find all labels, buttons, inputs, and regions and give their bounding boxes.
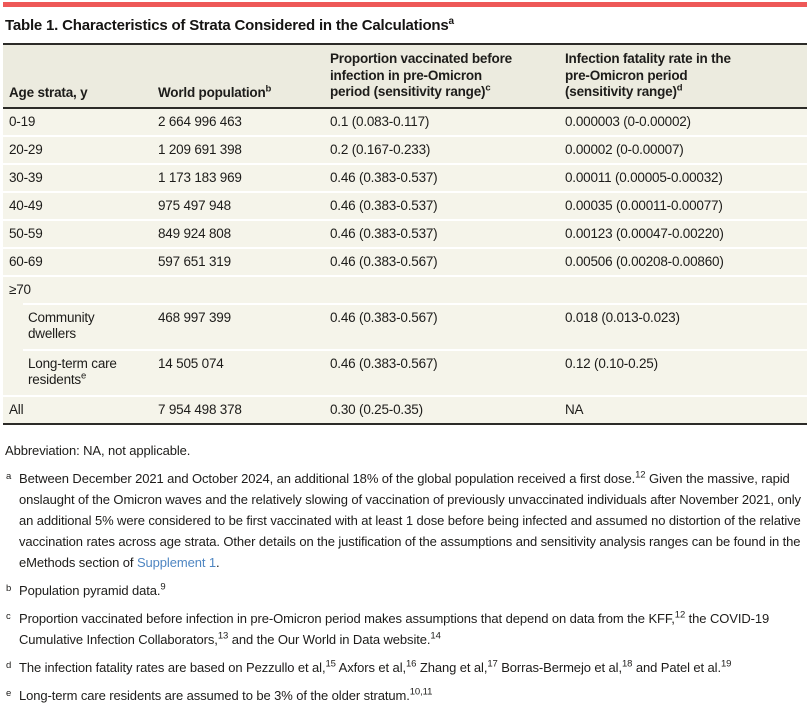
supplement-1-link[interactable]: Supplement 1	[136, 555, 216, 570]
footnote-text: Between December 2021 and October 2024, …	[19, 469, 801, 570]
cell-ifr: 0.00035 (0.00011-0.00077)	[565, 198, 723, 213]
cell-age: 30-39	[9, 170, 43, 185]
table-row-20-29: 20-29 1 209 691 398 0.2 (0.167-0.233) 0.…	[3, 137, 807, 163]
footnote-text: Proportion vaccinated before infection i…	[19, 609, 770, 647]
cell-population: 14 505 074	[158, 356, 224, 371]
cell-ifr: 0.00002 (0-0.00007)	[565, 142, 684, 157]
footnotes-section: Abbreviation: NA, not applicable. a Betw…	[3, 425, 807, 706]
cell-ifr: 0.00506 (0.00208-0.00860)	[565, 254, 724, 269]
row-divider-indented	[23, 303, 807, 305]
column-header-world-population: World populationb	[158, 83, 272, 100]
cell-vaccinated: 0.46 (0.383-0.567)	[330, 254, 438, 269]
cell-ifr: 0.018 (0.013-0.023)	[565, 310, 680, 325]
row-divider	[3, 247, 807, 249]
cell-age: 0-19	[9, 114, 36, 129]
table-header-row: Age strata, y World populationb Proporti…	[3, 45, 807, 107]
cell-population: 1 173 183 969	[158, 170, 242, 185]
footnote-a: a Between December 2021 and October 2024…	[5, 468, 801, 573]
cell-population: 2 664 996 463	[158, 114, 242, 129]
cell-age: 40-49	[9, 198, 43, 213]
table-row-all: All 7 954 498 378 0.30 (0.25-0.35) NA	[3, 397, 807, 423]
cell-age: 20-29	[9, 142, 43, 157]
row-divider	[3, 275, 807, 277]
row-divider-indented	[23, 349, 807, 351]
column-header-age-strata: Age strata, y	[9, 84, 88, 100]
cell-vaccinated: 0.46 (0.383-0.537)	[330, 170, 438, 185]
footnote-text: Population pyramid data.9	[19, 581, 166, 598]
table-row-60-69: 60-69 597 651 319 0.46 (0.383-0.567) 0.0…	[3, 249, 807, 275]
cell-vaccinated: 0.1 (0.083-0.117)	[330, 114, 430, 129]
cell-age-group: ≥70	[9, 282, 31, 297]
footnote-text: Long-term care residents are assumed to …	[19, 686, 433, 703]
table-row-30-39: 30-39 1 173 183 969 0.46 (0.383-0.537) 0…	[3, 165, 807, 191]
cell-ifr: 0.000003 (0-0.00002)	[565, 114, 691, 129]
cell-population: 7 954 498 378	[158, 402, 242, 417]
cell-vaccinated: 0.46 (0.383-0.537)	[330, 198, 438, 213]
footnote-marker: a	[6, 471, 12, 482]
cell-population: 597 651 319	[158, 254, 231, 269]
table-row-0-19: 0-19 2 664 996 463 0.1 (0.083-0.117) 0.0…	[3, 109, 807, 135]
footnote-b: b Population pyramid data.9	[5, 580, 801, 601]
cell-population: 1 209 691 398	[158, 142, 242, 157]
row-divider	[3, 135, 807, 137]
table-row-50-59: 50-59 849 924 808 0.46 (0.383-0.537) 0.0…	[3, 221, 807, 247]
row-divider	[3, 163, 807, 165]
footnote-marker: b	[6, 583, 12, 594]
footnote-text: The infection fatality rates are based o…	[19, 658, 732, 675]
footnote-marker: c	[6, 611, 11, 622]
cell-vaccinated: 0.46 (0.383-0.567)	[330, 356, 438, 371]
cell-age: All	[9, 402, 24, 417]
cell-ifr: 0.00011 (0.00005-0.00032)	[565, 170, 723, 185]
cell-vaccinated: 0.30 (0.25-0.35)	[330, 402, 423, 417]
footnote-marker: d	[6, 660, 12, 671]
red-accent-bar	[3, 2, 807, 7]
cell-population: 849 924 808	[158, 226, 231, 241]
cell-ifr: NA	[565, 402, 584, 417]
column-header-proportion-vaccinated: Proportion vaccinated before infection i…	[330, 51, 512, 99]
footnote-e: e Long-term care residents are assumed t…	[5, 685, 801, 706]
column-header-infection-fatality-rate: Infection fatality rate in the pre-Omicr…	[565, 51, 731, 99]
cell-population: 468 997 399	[158, 310, 231, 325]
table-row-long-term-care: Long-term care residentse 14 505 074 0.4…	[3, 351, 807, 395]
cell-vaccinated: 0.2 (0.167-0.233)	[330, 142, 431, 157]
abbreviation-note: Abbreviation: NA, not applicable.	[5, 443, 191, 458]
table-body: 0-19 2 664 996 463 0.1 (0.083-0.117) 0.0…	[3, 109, 807, 423]
footnote-marker: e	[6, 688, 12, 699]
title-rule	[3, 43, 807, 45]
cell-age: 50-59	[9, 226, 43, 241]
cell-vaccinated: 0.46 (0.383-0.567)	[330, 310, 438, 325]
cell-ifr: 0.12 (0.10-0.25)	[565, 356, 658, 371]
table-bottom-rule	[3, 423, 807, 425]
cell-age: Long-term care residentse	[28, 356, 117, 387]
cell-age: Community dwellers	[28, 310, 95, 341]
header-rule	[3, 107, 807, 109]
cell-age: 60-69	[9, 254, 43, 269]
cell-ifr: 0.00123 (0.00047-0.00220)	[565, 226, 724, 241]
footnote-d: d The infection fatality rates are based…	[5, 657, 801, 678]
table-row-community-dwellers: Community dwellers 468 997 399 0.46 (0.3…	[3, 305, 807, 349]
row-divider	[3, 395, 807, 397]
table-title: Table 1. Characteristics of Strata Consi…	[5, 16, 454, 35]
table-card: Table 1. Characteristics of Strata Consi…	[0, 2, 810, 706]
table-row-40-49: 40-49 975 497 948 0.46 (0.383-0.537) 0.0…	[3, 193, 807, 219]
table-row-group-70plus: ≥70	[3, 277, 807, 303]
cell-population: 975 497 948	[158, 198, 231, 213]
row-divider	[3, 219, 807, 221]
cell-vaccinated: 0.46 (0.383-0.537)	[330, 226, 438, 241]
footnote-c: c Proportion vaccinated before infection…	[5, 608, 801, 650]
row-divider	[3, 191, 807, 193]
